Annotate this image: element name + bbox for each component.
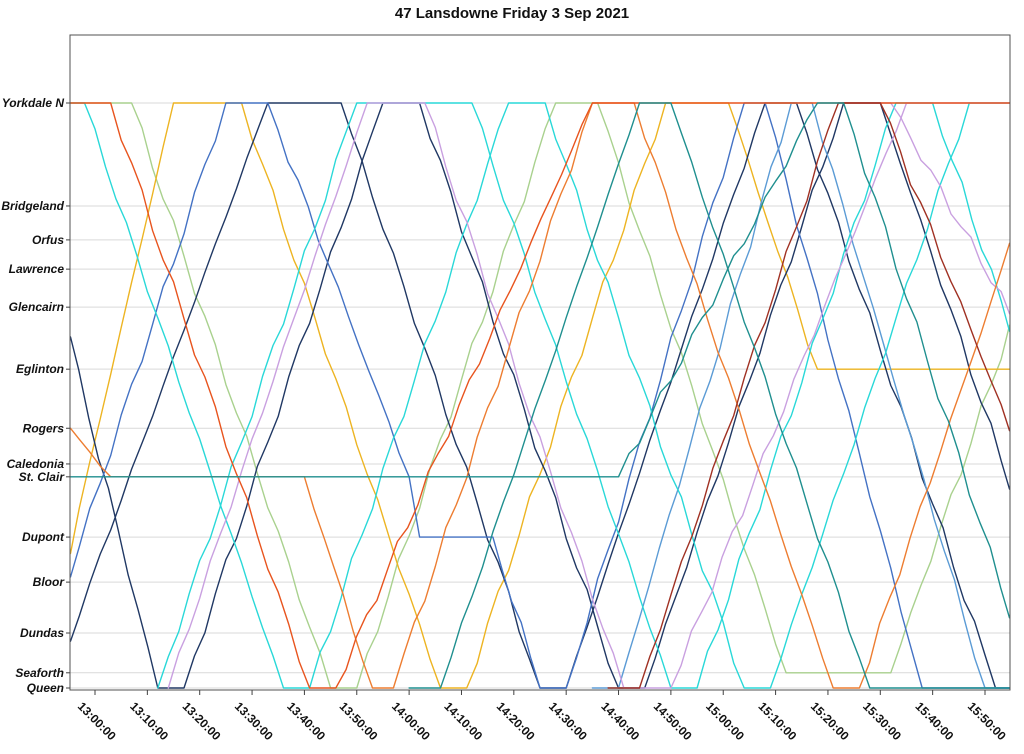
x-tick-label: 14:00:00 (389, 699, 433, 743)
x-tick-label: 14:30:00 (546, 699, 590, 743)
x-tick-label: 13:50:00 (337, 699, 381, 743)
chart-title: 47 Lansdowne Friday 3 Sep 2021 (395, 5, 629, 22)
x-tick-label: 14:40:00 (598, 699, 642, 743)
station-label: Caledonia (7, 457, 65, 471)
station-label: Lawrence (9, 262, 65, 276)
x-tick-label: 15:40:00 (913, 699, 957, 743)
station-label: Dupont (22, 530, 65, 544)
station-label: Dundas (20, 626, 64, 640)
x-tick-label: 13:00:00 (75, 699, 119, 743)
station-label: Orfus (32, 233, 64, 247)
x-tick-label: 13:30:00 (232, 699, 276, 743)
bus-trip-lines (69, 102, 1011, 689)
bus-trip-line-run-orchid-b (848, 102, 1011, 315)
station-label: Queen (27, 681, 64, 695)
station-label: Bloor (33, 575, 66, 589)
x-tick-label: 14:10:00 (441, 699, 485, 743)
bus-trip-line-run-orchid-a (167, 102, 1011, 689)
station-label: Bridgeland (1, 199, 64, 213)
station-label: Yorkdale N (2, 96, 65, 110)
plot-border (69, 34, 1011, 691)
x-tick-label: 15:00:00 (703, 699, 747, 743)
station-label: Seaforth (15, 666, 64, 680)
plot-frame (69, 34, 1011, 691)
station-label: Glencairn (9, 300, 64, 314)
x-tick-label: 13:40:00 (284, 699, 328, 743)
x-tick-label: 14:20:00 (494, 699, 538, 743)
bus-trip-line-run-cyan-a (69, 102, 1011, 689)
x-tick-label: 14:50:00 (651, 699, 695, 743)
bus-trip-line-run-teal-b (408, 102, 1011, 689)
station-label: Eglinton (16, 362, 64, 376)
bus-trip-line-run-cyan-b (157, 102, 1011, 689)
bus-trip-line-run-green (69, 102, 1011, 689)
x-tick-label: 15:30:00 (860, 699, 904, 743)
x-tick-label: 15:10:00 (755, 699, 799, 743)
bus-trip-line-run-dark-red (607, 102, 1011, 689)
x-tick-label: 13:10:00 (127, 699, 171, 743)
bus-trip-line-run-cornflower (591, 102, 1011, 689)
station-label: Rogers (23, 421, 65, 435)
x-tick-label: 15:20:00 (808, 699, 852, 743)
bus-trip-line-run-teal-a (69, 102, 1011, 619)
x-tick-label: 15:50:00 (965, 699, 1009, 743)
x-tick-label: 13:20:00 (180, 699, 224, 743)
station-label: St. Clair (19, 470, 66, 484)
